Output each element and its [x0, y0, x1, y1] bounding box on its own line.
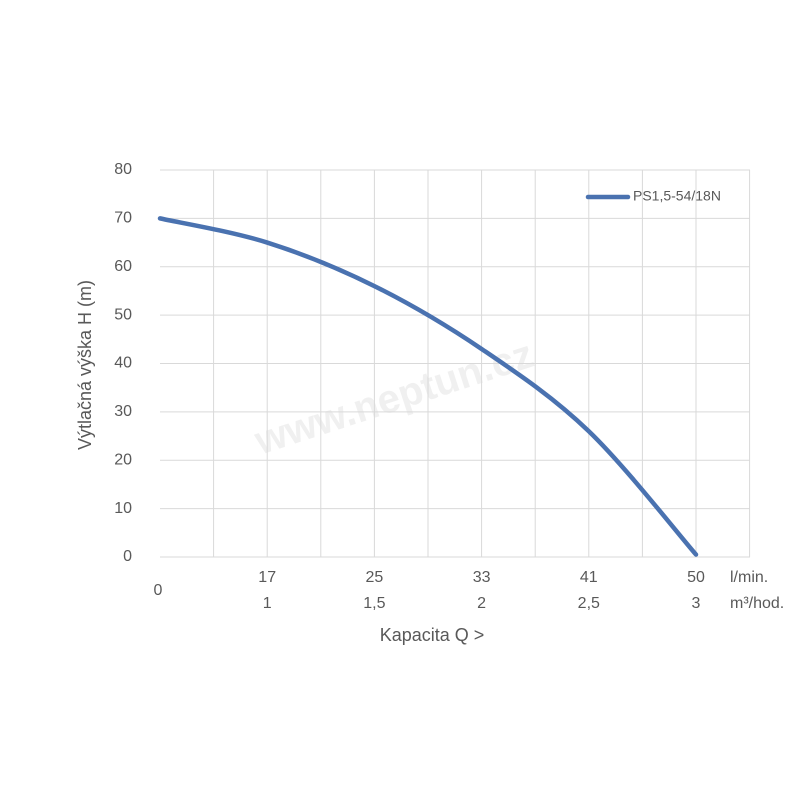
x-axis-title: Kapacita Q >	[380, 625, 485, 645]
x-tick-label: 25	[366, 569, 384, 586]
y-tick-label: 0	[123, 548, 132, 565]
y-tick-label: 20	[114, 451, 132, 468]
y-tick-label: 30	[114, 403, 132, 420]
y-tick-label: 50	[114, 306, 132, 323]
x-tick-label: 41	[580, 569, 598, 586]
y-tick-label: 60	[114, 258, 132, 275]
x-unit: l/min.	[730, 569, 768, 586]
x-tick-label: 33	[473, 569, 491, 586]
y-tick-label: 10	[114, 500, 132, 517]
x-tick-label: 50	[687, 569, 705, 586]
x-tick-label-2: 1,5	[363, 595, 385, 612]
x-tick-label-2: 2,5	[578, 595, 600, 612]
x-unit-2: m³/hod.	[730, 595, 784, 612]
series-line	[157, 216, 699, 557]
x-tick-label-2: 2	[477, 595, 486, 612]
y-tick-label: 70	[114, 210, 132, 227]
x-tick-label-2: 1	[263, 595, 272, 612]
y-tick-label: 80	[114, 161, 132, 178]
y-tick-label: 40	[114, 355, 132, 372]
x-tick-label: 0	[154, 582, 163, 599]
legend-label: PS1,5-54/18N	[633, 188, 721, 204]
x-tick-label: 17	[258, 569, 276, 586]
y-axis-title: Výtlačná výška H (m)	[75, 280, 95, 450]
x-tick-label-2: 3	[692, 595, 701, 612]
